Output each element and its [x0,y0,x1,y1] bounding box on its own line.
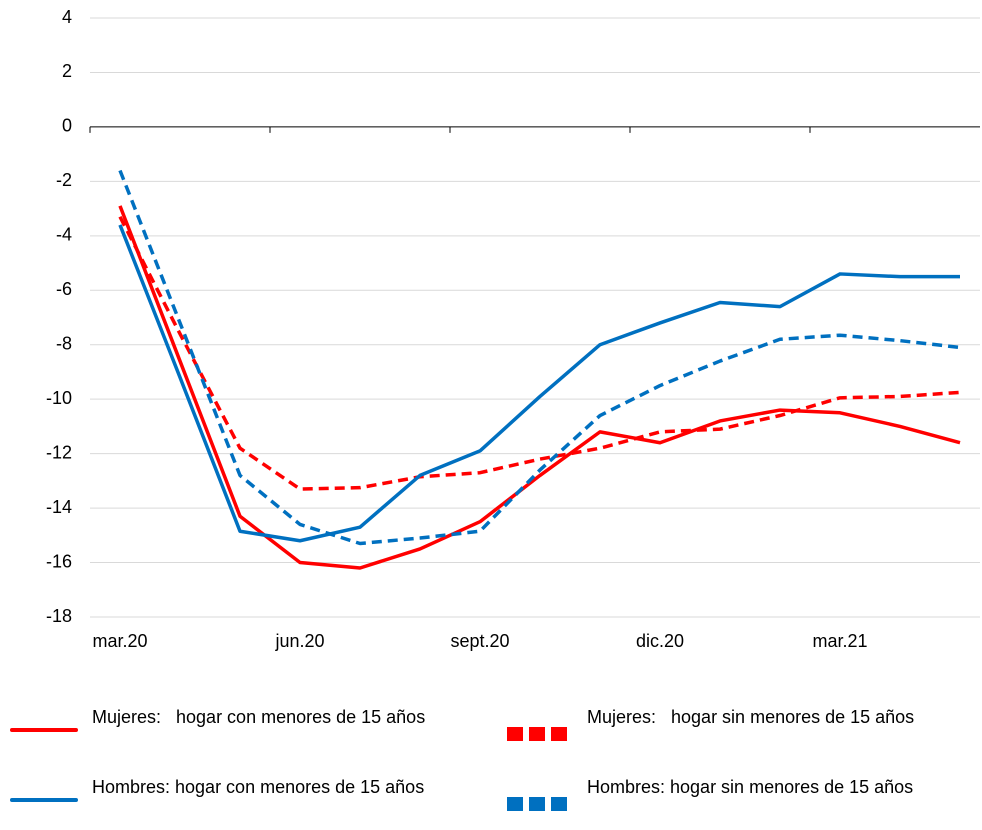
chart: -18 -16 -14 -12 -10 -8 -6 -4 -2 0 2 4 mar.20 jun.20 se… [46,7,980,651]
legend-label: Hombres: hogar con menores de 15 años [92,777,425,797]
legend-swatch [10,728,78,732]
legend-label: Mujeres: hogar con menores de 15 años [92,707,426,727]
x-tick-label: sept.20 [450,631,509,651]
legend: Mujeres: hogar con menores de 15 años Muj… [0,690,982,819]
y-tick-label: -2 [56,170,72,190]
y-tick-label: -4 [56,225,72,245]
y-tick-label: -18 [46,606,72,626]
legend-label: Mujeres: hogar sin menores de 15 años [587,707,915,727]
x-tick-label: jun.20 [274,631,324,651]
x-tick-label: dic.20 [636,631,684,651]
y-tick-label: 4 [62,7,72,27]
series-line [118,205,961,570]
legend-item: Hombres: hogar con menores de 15 años [10,770,490,830]
y-tick-label: -10 [46,388,72,408]
x-tick-label: mar.21 [812,631,867,651]
legend-item: Mujeres: hogar sin menores de 15 años [505,700,982,760]
y-tick-label: 0 [62,116,72,136]
series-line [118,215,961,491]
legend-item: Mujeres: hogar con menores de 15 años [10,700,490,760]
legend-swatch [507,797,571,811]
legend-swatch [507,727,571,741]
y-tick-label: -8 [56,333,72,353]
legend-swatch [10,798,78,802]
series-line [118,224,960,543]
legend-label: Hombres: hogar sin menores de 15 años [587,777,914,797]
y-tick-label: -12 [46,442,72,462]
y-tick-label: 2 [62,61,72,81]
x-tick-label: mar.20 [92,631,147,651]
y-tick-label: -14 [46,497,72,517]
series-line [118,169,961,546]
y-tick-label: -16 [46,551,72,571]
legend-item: Hombres: hogar sin menores de 15 años [505,770,982,830]
y-tick-label: -6 [56,279,72,299]
